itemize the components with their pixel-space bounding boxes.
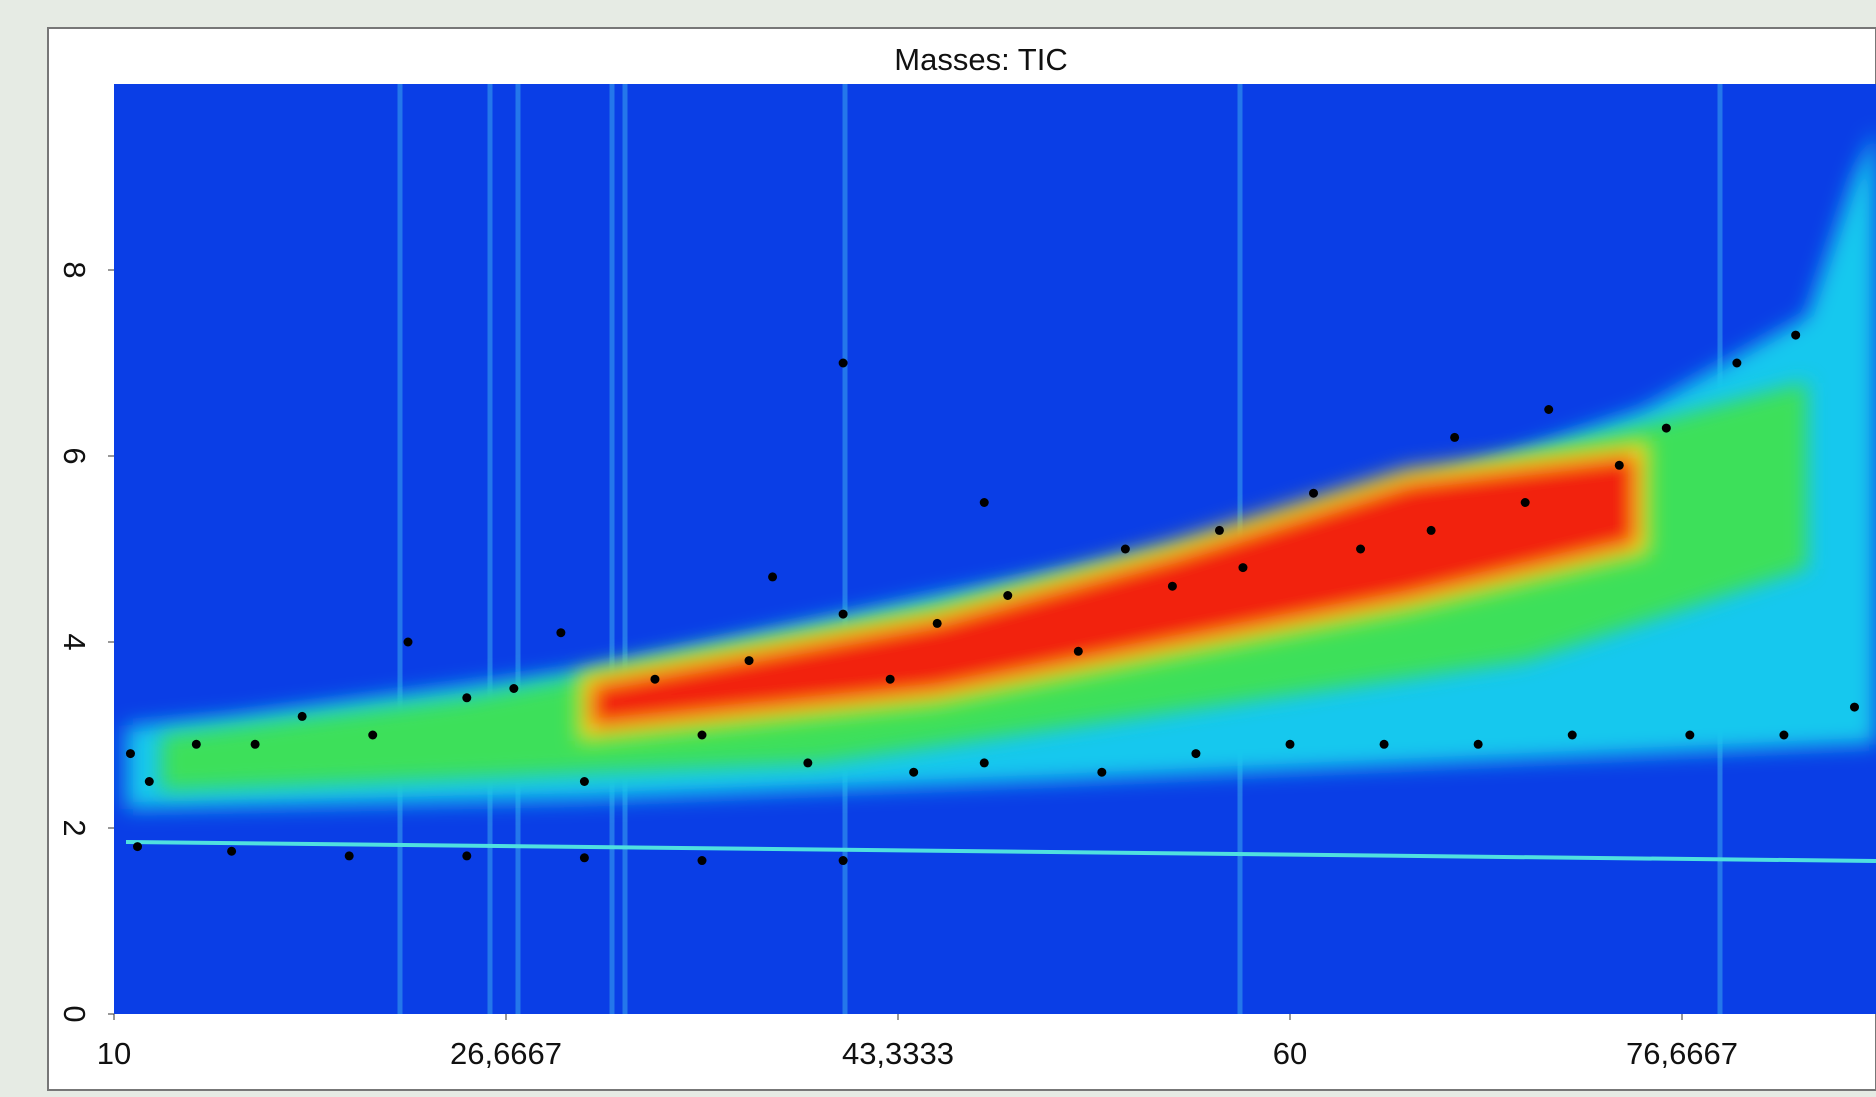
red-band	[578, 440, 1649, 742]
plot-area	[114, 84, 1876, 1014]
peak-marker	[1685, 730, 1695, 740]
peak-marker	[462, 693, 472, 703]
peak-marker	[1567, 730, 1577, 740]
peak-marker	[1614, 460, 1624, 470]
peak-marker	[1450, 432, 1460, 442]
peak-marker	[1167, 581, 1177, 591]
baseline-trace	[125, 840, 1876, 863]
peak-marker	[1097, 767, 1107, 777]
peak-marker	[368, 730, 378, 740]
peak-marker	[979, 758, 989, 768]
peak-marker	[227, 846, 237, 856]
peak-marker	[1191, 749, 1201, 759]
green-band	[161, 382, 1807, 791]
peak-marker	[1285, 739, 1295, 749]
peak-marker	[838, 856, 848, 866]
y-tick-label: 2	[57, 819, 92, 836]
peak-marker	[133, 842, 143, 852]
peak-marker	[191, 739, 201, 749]
peak-marker	[1356, 544, 1366, 554]
x-tick-label: 43,3333	[842, 1036, 954, 1071]
peak-marker	[697, 730, 707, 740]
peak-marker	[1426, 525, 1436, 535]
peak-marker	[838, 358, 848, 368]
peak-marker	[909, 767, 919, 777]
peak-marker	[579, 853, 589, 863]
peak-marker	[650, 674, 660, 684]
y-tick-label: 6	[57, 447, 92, 464]
peak-marker	[979, 498, 989, 507]
peak-marker	[1849, 702, 1859, 712]
peak-marker	[1779, 730, 1789, 740]
peak-marker	[803, 758, 813, 768]
chart-title: Masses: TIC	[894, 42, 1067, 77]
x-tick-label: 26,6667	[450, 1036, 562, 1071]
y-tick-label: 4	[57, 633, 92, 650]
peak-marker	[932, 618, 942, 628]
peak-marker	[1520, 498, 1530, 507]
y-tick-label: 8	[57, 261, 92, 278]
peak-marker	[1661, 423, 1671, 433]
x-tick-label: 76,6667	[1626, 1036, 1738, 1071]
peak-marker	[1791, 330, 1801, 340]
peak-marker	[1073, 646, 1083, 656]
peak-marker	[1214, 525, 1224, 535]
peak-marker	[1003, 591, 1013, 600]
peak-marker	[509, 684, 519, 693]
peak-marker	[344, 851, 354, 861]
peak-marker	[1379, 739, 1389, 749]
peak-marker	[1120, 544, 1130, 554]
peak-marker	[579, 777, 589, 786]
peak-marker	[697, 856, 707, 866]
peak-marker	[403, 637, 413, 647]
x-tick-label: 10	[97, 1036, 131, 1071]
peak-marker	[1238, 563, 1248, 573]
peak-marker	[1309, 488, 1319, 498]
peak-marker	[1544, 405, 1554, 414]
peak-marker	[885, 674, 895, 684]
peak-marker	[556, 628, 566, 638]
peak-marker	[768, 572, 778, 582]
peak-marker	[1732, 358, 1742, 368]
peak-marker	[462, 851, 472, 861]
y-tick-label: 0	[57, 1005, 92, 1022]
peak-marker	[297, 711, 307, 721]
peak-marker	[250, 739, 260, 749]
marks	[125, 330, 1859, 866]
peak-marker	[838, 609, 848, 619]
peak-marker	[144, 777, 154, 786]
peak-marker	[125, 749, 135, 759]
x-tick-label: 60	[1273, 1036, 1307, 1071]
peak-marker	[1473, 739, 1483, 749]
peak-marker	[744, 656, 754, 666]
